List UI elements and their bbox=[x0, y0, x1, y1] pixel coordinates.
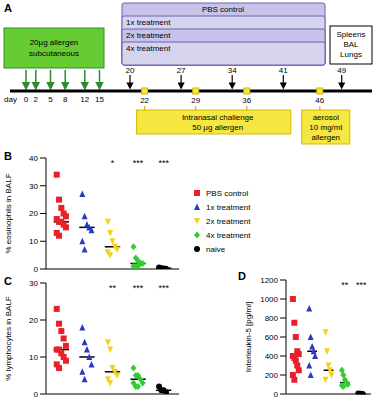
svg-text:**: ** bbox=[109, 283, 117, 293]
svg-text:400: 400 bbox=[265, 352, 279, 361]
svg-text:aerosol: aerosol bbox=[313, 113, 339, 122]
html-text:2x treatment: 2x treatment bbox=[206, 216, 251, 226]
html-text:naive: naive bbox=[206, 244, 226, 254]
svg-text:day: day bbox=[8, 95, 17, 104]
svg-text:***: *** bbox=[133, 283, 144, 293]
svg-text:8: 8 bbox=[63, 95, 68, 104]
html-text:1x treatment: 1x treatment bbox=[206, 202, 251, 212]
svg-text:800: 800 bbox=[265, 314, 279, 323]
svg-text:20: 20 bbox=[126, 66, 135, 75]
svg-text:0: 0 bbox=[274, 390, 279, 399]
svg-text:12: 12 bbox=[80, 95, 89, 104]
svg-text:34: 34 bbox=[228, 66, 237, 75]
svg-text:*: * bbox=[111, 158, 115, 168]
svg-text:0: 0 bbox=[24, 95, 29, 104]
svg-text:2x treatment: 2x treatment bbox=[126, 31, 171, 40]
svg-text:0: 0 bbox=[34, 390, 39, 399]
svg-text:% lymphocytes in BALF: % lymphocytes in BALF bbox=[8, 296, 13, 381]
svg-text:10 mg/ml: 10 mg/ml bbox=[309, 123, 342, 132]
svg-text:allergen: allergen bbox=[312, 133, 340, 142]
svg-text:0: 0 bbox=[34, 265, 39, 274]
svg-text:***: *** bbox=[158, 158, 169, 168]
svg-text:20: 20 bbox=[29, 209, 38, 218]
svg-text:27: 27 bbox=[177, 66, 186, 75]
svg-text:50 µg allergen: 50 µg allergen bbox=[192, 123, 243, 132]
html-text:B: B bbox=[4, 150, 12, 162]
svg-text:2: 2 bbox=[34, 95, 39, 104]
svg-text:1x treatment: 1x treatment bbox=[126, 18, 171, 27]
svg-text:20: 20 bbox=[29, 316, 38, 325]
html-text:4x treatment: 4x treatment bbox=[206, 230, 251, 240]
svg-text:40: 40 bbox=[29, 154, 38, 163]
svg-text:49: 49 bbox=[337, 66, 346, 75]
svg-text:Interleukin-5 [pg/ml]: Interleukin-5 [pg/ml] bbox=[244, 302, 253, 372]
svg-text:10: 10 bbox=[29, 237, 38, 246]
svg-text:subcutaneous: subcutaneous bbox=[29, 49, 79, 58]
svg-text:1000: 1000 bbox=[260, 295, 278, 304]
svg-text:36: 36 bbox=[242, 96, 251, 105]
svg-text:30: 30 bbox=[29, 182, 38, 191]
svg-text:***: *** bbox=[356, 280, 367, 290]
html-text:D: D bbox=[238, 270, 246, 282]
svg-text:Spleens: Spleens bbox=[337, 30, 366, 39]
html-text:C: C bbox=[4, 275, 12, 287]
svg-text:30: 30 bbox=[29, 279, 38, 288]
svg-text:10: 10 bbox=[29, 353, 38, 362]
svg-text:41: 41 bbox=[279, 66, 288, 75]
svg-text:1200: 1200 bbox=[260, 276, 278, 285]
svg-text:A: A bbox=[8, 2, 12, 14]
svg-text:29: 29 bbox=[191, 96, 200, 105]
svg-text:600: 600 bbox=[265, 333, 279, 342]
html-text:PBS control: PBS control bbox=[206, 188, 249, 198]
svg-text:Intranasal challenge: Intranasal challenge bbox=[182, 113, 254, 122]
svg-text:***: *** bbox=[158, 283, 169, 293]
svg-text:4x treatment: 4x treatment bbox=[126, 44, 171, 53]
svg-text:PBS control: PBS control bbox=[202, 5, 244, 14]
svg-text:200: 200 bbox=[265, 371, 279, 380]
svg-text:15: 15 bbox=[95, 95, 104, 104]
svg-text:Lungs: Lungs bbox=[340, 50, 362, 59]
svg-text:**: ** bbox=[341, 280, 349, 290]
svg-text:***: *** bbox=[133, 158, 144, 168]
svg-text:5: 5 bbox=[48, 95, 53, 104]
svg-text:22: 22 bbox=[140, 96, 149, 105]
svg-text:20µg allergen: 20µg allergen bbox=[30, 38, 79, 47]
svg-text:BAL: BAL bbox=[343, 40, 359, 49]
svg-text:% eosinophils in BALF: % eosinophils in BALF bbox=[8, 173, 13, 253]
svg-text:46: 46 bbox=[315, 96, 324, 105]
